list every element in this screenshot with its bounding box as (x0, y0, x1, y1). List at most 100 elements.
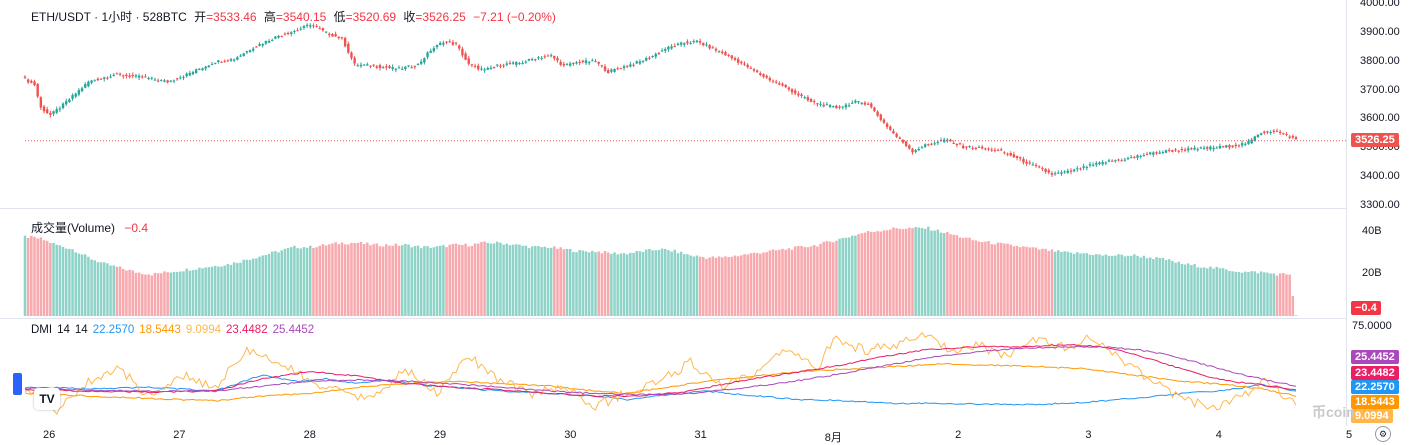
volume-bar[interactable] (397, 245, 401, 316)
volume-bar[interactable] (289, 247, 293, 316)
candle[interactable] (724, 52, 727, 56)
volume-bar[interactable] (147, 274, 150, 316)
candle[interactable] (356, 65, 360, 67)
candle[interactable] (1120, 160, 1123, 162)
candle[interactable] (84, 84, 87, 88)
volume-bar[interactable] (163, 271, 166, 316)
candle[interactable] (416, 63, 420, 65)
volume-bar[interactable] (996, 242, 1000, 316)
candle[interactable] (961, 145, 965, 149)
candle[interactable] (477, 65, 480, 70)
volume-bar[interactable] (210, 266, 214, 316)
candle[interactable] (467, 58, 470, 64)
volume-bar[interactable] (226, 263, 230, 316)
candle[interactable] (695, 40, 699, 43)
volume-bar[interactable] (790, 249, 794, 316)
candle[interactable] (442, 42, 445, 45)
candle[interactable] (993, 150, 997, 152)
candle[interactable] (296, 30, 299, 32)
candle[interactable] (337, 36, 340, 39)
candle[interactable] (1050, 173, 1054, 175)
volume-bar[interactable] (705, 258, 708, 316)
candle[interactable] (324, 31, 328, 33)
volume-bar[interactable] (765, 252, 768, 316)
candle[interactable] (448, 41, 451, 43)
volume-bar[interactable] (102, 262, 106, 316)
candle[interactable] (407, 65, 410, 67)
candle[interactable] (778, 83, 781, 85)
volume-bar[interactable] (1190, 265, 1193, 316)
candle[interactable] (974, 148, 978, 150)
candle[interactable] (942, 139, 946, 142)
volume-bar[interactable] (575, 252, 578, 316)
volume-bar[interactable] (917, 227, 921, 316)
volume-bar[interactable] (461, 245, 464, 316)
volume-bar[interactable] (264, 255, 268, 316)
candle[interactable] (629, 64, 632, 67)
candle[interactable] (873, 107, 876, 112)
candle[interactable] (122, 75, 125, 77)
candle[interactable] (587, 62, 591, 64)
volume-bar[interactable] (759, 253, 762, 316)
volume-bar[interactable] (597, 251, 600, 316)
candle[interactable] (584, 60, 588, 64)
volume-bar[interactable] (71, 249, 74, 316)
volume-bar[interactable] (584, 251, 588, 316)
volume-bar[interactable] (324, 245, 328, 316)
volume-bar[interactable] (1057, 250, 1060, 316)
volume-bar[interactable] (359, 242, 363, 316)
candle[interactable] (458, 45, 461, 49)
volume-bar[interactable] (464, 243, 467, 316)
candle[interactable] (1228, 145, 1231, 148)
candle[interactable] (378, 64, 382, 69)
price-volume-separator[interactable] (0, 208, 1346, 209)
candle[interactable] (49, 112, 52, 115)
volume-bar[interactable] (328, 244, 331, 316)
candle[interactable] (930, 143, 933, 145)
candle[interactable] (1123, 159, 1127, 161)
candle[interactable] (1247, 141, 1250, 145)
volume-bar[interactable] (378, 246, 382, 316)
candle[interactable] (391, 67, 394, 69)
volume-bar[interactable] (663, 249, 667, 316)
candle[interactable] (71, 95, 74, 99)
candle[interactable] (987, 148, 990, 150)
volume-bar[interactable] (949, 234, 952, 316)
volume-bar[interactable] (952, 234, 955, 316)
candle[interactable] (1278, 131, 1282, 134)
candle[interactable] (524, 61, 527, 63)
volume-bar[interactable] (496, 241, 499, 316)
candle[interactable] (984, 148, 987, 150)
candle[interactable] (26, 79, 30, 83)
candle[interactable] (96, 78, 100, 81)
volume-bar[interactable] (1253, 271, 1257, 316)
volume-bar[interactable] (828, 241, 832, 316)
candle[interactable] (1015, 156, 1019, 159)
candle[interactable] (1000, 149, 1003, 151)
candle[interactable] (1212, 147, 1215, 150)
candle[interactable] (267, 40, 271, 43)
volume-bar[interactable] (486, 242, 490, 316)
candle[interactable] (1063, 171, 1066, 173)
volume-bar[interactable] (1044, 248, 1047, 316)
candle[interactable] (904, 141, 908, 147)
volume-bar[interactable] (740, 255, 743, 316)
volume-bar[interactable] (530, 246, 534, 316)
candle[interactable] (1136, 155, 1139, 158)
volume-bar[interactable] (1266, 272, 1269, 316)
candle[interactable] (496, 64, 499, 66)
volume-bar[interactable] (302, 247, 306, 316)
candle[interactable] (619, 68, 623, 70)
dmi-line-di[interactable] (24, 362, 1297, 402)
candle[interactable] (55, 109, 58, 113)
volume-bar[interactable] (258, 256, 261, 316)
volume-bar[interactable] (457, 244, 461, 316)
candle[interactable] (885, 123, 889, 127)
volume-bar[interactable] (904, 228, 908, 316)
volume-bar[interactable] (762, 252, 765, 316)
volume-bar[interactable] (334, 242, 337, 316)
candle[interactable] (423, 58, 426, 63)
volume-bar[interactable] (188, 270, 192, 316)
candle[interactable] (1263, 131, 1266, 133)
candle[interactable] (1199, 147, 1203, 149)
